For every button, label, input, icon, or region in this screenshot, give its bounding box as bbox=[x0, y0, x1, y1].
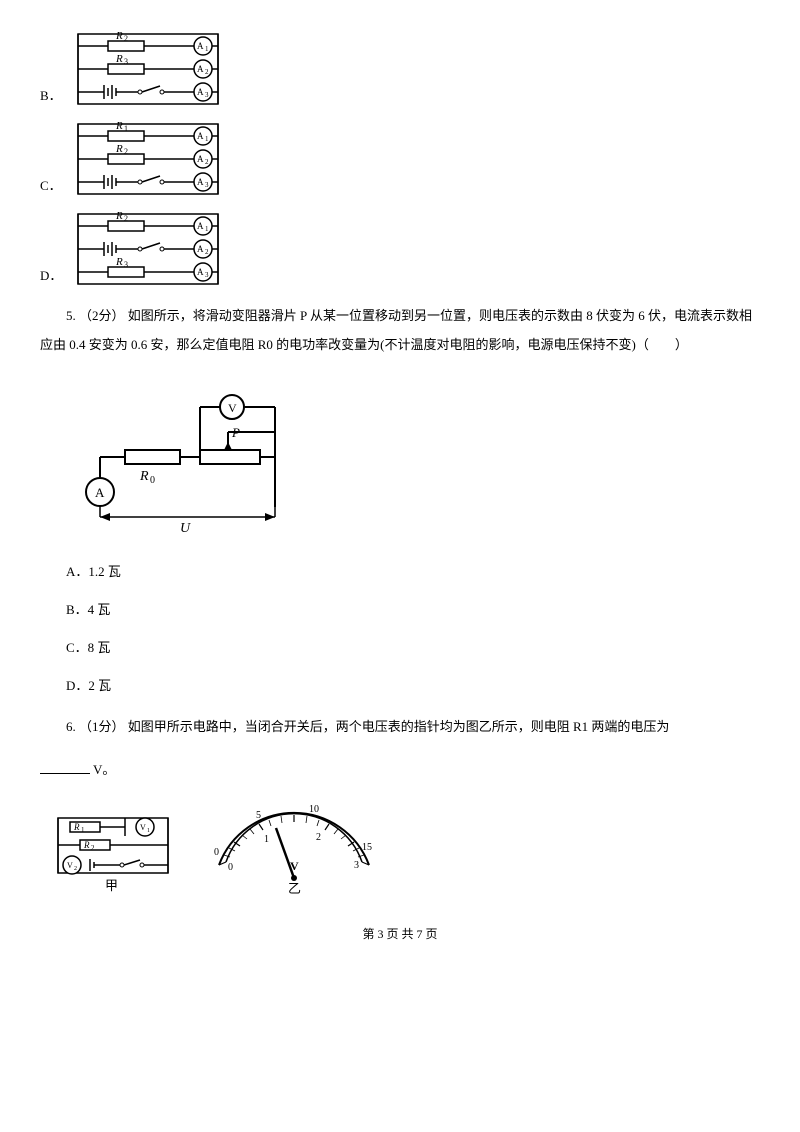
svg-text:1: 1 bbox=[205, 225, 209, 233]
q5-choice-a: A．1.2 瓦 bbox=[66, 559, 760, 585]
svg-text:1: 1 bbox=[205, 135, 209, 143]
svg-text:2: 2 bbox=[205, 68, 209, 76]
q5-r0-label: R bbox=[139, 469, 149, 484]
option-d-label: D． bbox=[40, 265, 62, 288]
q5-choice-d: D．2 瓦 bbox=[66, 673, 760, 699]
q5-u-label: U bbox=[180, 521, 191, 536]
option-b-circuit: R2 A1 R3 A2 A3 bbox=[68, 30, 228, 108]
svg-text:R: R bbox=[115, 256, 123, 268]
svg-text:10: 10 bbox=[309, 804, 319, 815]
q6-dial-svg: 0 5 10 15 0 1 2 3 V 乙 bbox=[204, 800, 384, 895]
svg-text:1: 1 bbox=[147, 828, 150, 834]
q5-choice-c: C．8 瓦 bbox=[66, 635, 760, 661]
q6-unit: V。 bbox=[93, 762, 115, 777]
svg-text:3: 3 bbox=[124, 260, 128, 269]
svg-text:15: 15 bbox=[362, 842, 372, 853]
option-b-block: B． R2 A1 R3 A2 bbox=[40, 30, 760, 108]
q6-points: （1分） bbox=[79, 719, 125, 734]
svg-text:1: 1 bbox=[264, 834, 269, 845]
option-b-label: B． bbox=[40, 85, 62, 108]
q5-points: （2分） bbox=[79, 308, 125, 323]
svg-text:V: V bbox=[67, 861, 73, 870]
svg-text:2: 2 bbox=[91, 844, 95, 852]
q6-tail: V。 bbox=[40, 756, 760, 785]
svg-text:R: R bbox=[115, 143, 123, 155]
svg-text:0: 0 bbox=[228, 862, 233, 873]
svg-text:2: 2 bbox=[205, 158, 209, 166]
option-c-circuit: R1 A1 R2 A2 A3 bbox=[68, 120, 228, 198]
svg-text:A: A bbox=[197, 177, 204, 187]
svg-text:3: 3 bbox=[354, 860, 359, 871]
q5-v-label: V bbox=[228, 401, 237, 415]
q5-circuit-svg: R 0 P V A bbox=[70, 377, 300, 537]
q5-body: 如图所示，将滑动变阻器滑片 P 从某一位置移动到另一位置，则电压表的示数由 8 … bbox=[40, 308, 752, 352]
q6-v-center: V bbox=[290, 859, 299, 873]
svg-text:R: R bbox=[115, 53, 123, 65]
svg-text:0: 0 bbox=[150, 475, 155, 486]
svg-text:R: R bbox=[115, 120, 123, 132]
svg-text:A: A bbox=[197, 244, 204, 254]
page-container: B． R2 A1 R3 A2 bbox=[0, 0, 800, 972]
svg-text:3: 3 bbox=[205, 91, 209, 99]
svg-text:R: R bbox=[115, 210, 123, 222]
q6-figure: R1 V1 R2 V2 甲 bbox=[50, 800, 760, 895]
svg-text:1: 1 bbox=[124, 124, 128, 133]
q5-a-label: A bbox=[95, 485, 105, 500]
svg-text:2: 2 bbox=[124, 34, 128, 43]
q6-text: 6. （1分） 如图甲所示电路中，当闭合开关后，两个电压表的指针均为图乙所示，则… bbox=[40, 713, 760, 742]
svg-text:A: A bbox=[197, 267, 204, 277]
svg-text:R: R bbox=[115, 30, 123, 42]
svg-text:A: A bbox=[197, 154, 204, 164]
svg-text:A: A bbox=[197, 41, 204, 51]
page-footer: 第 3 页 共 7 页 bbox=[40, 925, 760, 952]
svg-text:3: 3 bbox=[124, 57, 128, 66]
q6-circuit-svg: R1 V1 R2 V2 甲 bbox=[50, 810, 180, 895]
q5-figure: R 0 P V A bbox=[70, 377, 760, 541]
q6-jia-label: 甲 bbox=[105, 878, 118, 893]
q5-number: 5. bbox=[66, 308, 76, 323]
svg-text:3: 3 bbox=[205, 271, 209, 279]
svg-text:A: A bbox=[197, 64, 204, 74]
svg-text:2: 2 bbox=[124, 147, 128, 156]
q5-text: 5. （2分） 如图所示，将滑动变阻器滑片 P 从某一位置移动到另一位置，则电压… bbox=[40, 302, 760, 359]
svg-text:2: 2 bbox=[124, 214, 128, 223]
q6-yi-label: 乙 bbox=[288, 881, 301, 895]
q6-body: 如图甲所示电路中，当闭合开关后，两个电压表的指针均为图乙所示，则电阻 R1 两端… bbox=[128, 719, 670, 734]
option-c-block: C． R1 A1 R2 A2 bbox=[40, 120, 760, 198]
option-c-label: C． bbox=[40, 175, 62, 198]
svg-text:V: V bbox=[140, 823, 146, 832]
svg-text:5: 5 bbox=[256, 810, 261, 821]
svg-text:2: 2 bbox=[74, 866, 77, 872]
option-d-block: D． R2 A1 A2 R3 bbox=[40, 210, 760, 288]
svg-text:2: 2 bbox=[316, 832, 321, 843]
svg-text:2: 2 bbox=[205, 248, 209, 256]
svg-text:R: R bbox=[73, 822, 80, 832]
svg-text:A: A bbox=[197, 221, 204, 231]
q6-number: 6. bbox=[66, 719, 76, 734]
svg-text:3: 3 bbox=[205, 181, 209, 189]
svg-text:R: R bbox=[83, 840, 90, 850]
svg-text:A: A bbox=[197, 87, 204, 97]
svg-text:1: 1 bbox=[81, 826, 85, 834]
svg-text:A: A bbox=[197, 131, 204, 141]
option-d-circuit: R2 A1 A2 R3 A3 bbox=[68, 210, 228, 288]
svg-text:1: 1 bbox=[205, 45, 209, 53]
q6-blank bbox=[40, 759, 90, 774]
q5-choice-b: B．4 瓦 bbox=[66, 597, 760, 623]
svg-text:0: 0 bbox=[214, 847, 219, 858]
